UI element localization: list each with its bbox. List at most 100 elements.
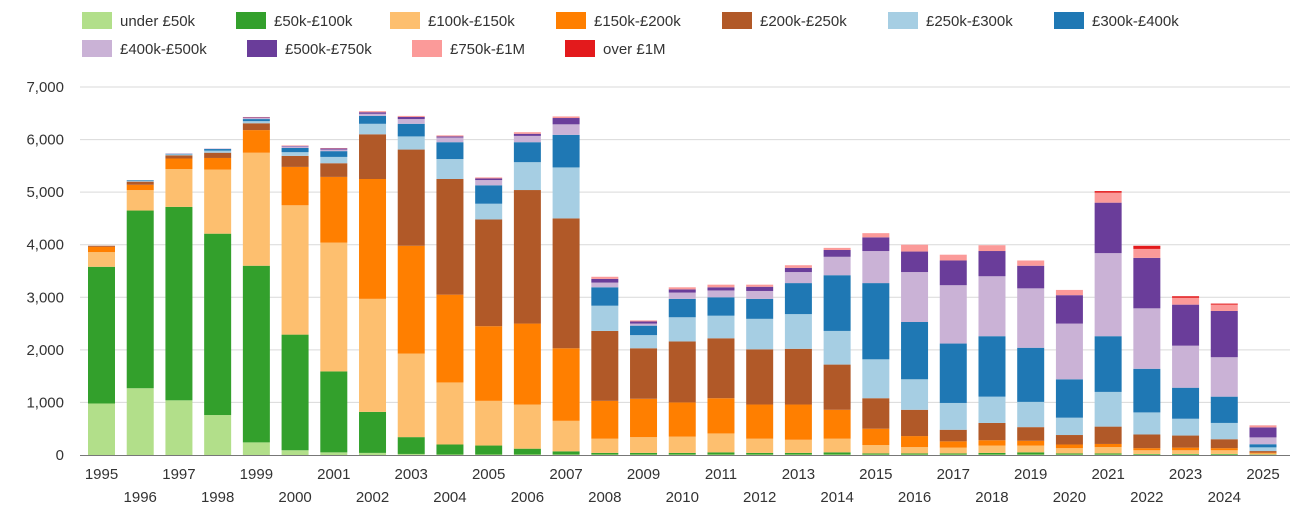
legend-item-400k-500k[interactable]: £400k-£500k bbox=[82, 40, 207, 58]
bar-50k-100k-2021 bbox=[1094, 453, 1122, 455]
legend-item-100k-150k[interactable]: £100k-£150k bbox=[390, 12, 515, 30]
bar-150k-200k-2023 bbox=[1172, 447, 1200, 451]
legend-item-500k-750k[interactable]: £500k-£750k bbox=[247, 40, 372, 58]
bar-750k-1m-2018 bbox=[978, 245, 1006, 252]
legend-item-750k-1m[interactable]: £750k-£1M bbox=[412, 40, 525, 58]
bar-100k-150k-2005 bbox=[475, 400, 503, 446]
legend-label: £100k-£150k bbox=[428, 13, 515, 30]
bar-100k-150k-2006 bbox=[513, 404, 541, 449]
bar-under-50k-2018 bbox=[978, 454, 1006, 455]
bar-250k-300k-2002 bbox=[359, 123, 387, 135]
bar-500k-750k-1999 bbox=[242, 117, 270, 119]
bar-300k-400k-2005 bbox=[475, 185, 503, 204]
bar-750k-1m-2014 bbox=[823, 247, 851, 250]
bar-250k-300k-2003 bbox=[397, 136, 425, 150]
bar-200k-250k-2012 bbox=[746, 349, 774, 405]
bar-250k-300k-2005 bbox=[475, 203, 503, 220]
bar-stack-2021 bbox=[1094, 191, 1122, 455]
x-tick-label: 2013 bbox=[782, 466, 815, 483]
bar-300k-400k-2006 bbox=[513, 142, 541, 163]
bar-150k-200k-2003 bbox=[397, 245, 425, 354]
legend-swatch bbox=[556, 12, 586, 29]
bar-300k-400k-2003 bbox=[397, 123, 425, 137]
legend-item-50k-100k[interactable]: £50k-£100k bbox=[236, 12, 353, 30]
bar-200k-250k-2002 bbox=[359, 134, 387, 179]
bar-50k-100k-1997 bbox=[165, 206, 193, 401]
bar-200k-250k-2013 bbox=[784, 348, 812, 405]
bar-50k-100k-1999 bbox=[242, 265, 270, 443]
legend-label: £400k-£500k bbox=[120, 41, 207, 58]
legend-item-under-50k[interactable]: under £50k bbox=[82, 12, 196, 30]
bar-50k-100k-2013 bbox=[784, 452, 812, 455]
bar-50k-100k-2000 bbox=[281, 334, 309, 451]
bar-500k-750k-2013 bbox=[784, 267, 812, 273]
bar-750k-1m-2006 bbox=[513, 132, 541, 134]
bar-under-50k-2001 bbox=[320, 452, 348, 455]
bar-300k-400k-2002 bbox=[359, 115, 387, 124]
bar-100k-150k-2023 bbox=[1172, 450, 1200, 454]
bar-500k-750k-2017 bbox=[939, 260, 967, 286]
bar-100k-150k-2002 bbox=[359, 298, 387, 412]
x-tick-label: 2019 bbox=[1014, 466, 1047, 483]
bar-under-50k-2014 bbox=[823, 454, 851, 455]
legend-item-over-1m[interactable]: over £1M bbox=[565, 40, 666, 58]
bar-150k-200k-2002 bbox=[359, 179, 387, 299]
x-tick-label: 2022 bbox=[1130, 489, 1163, 506]
bar-50k-100k-2020 bbox=[1055, 453, 1083, 455]
bar-150k-200k-2012 bbox=[746, 404, 774, 439]
bar-300k-400k-2022 bbox=[1133, 368, 1161, 413]
bar-150k-200k-2018 bbox=[978, 440, 1006, 446]
bar-100k-150k-2015 bbox=[862, 445, 890, 454]
bar-150k-200k-2010 bbox=[668, 402, 696, 437]
bar-under-50k-2008 bbox=[591, 454, 619, 455]
bar-over-1m-2021 bbox=[1094, 191, 1122, 193]
x-tick-label: 2008 bbox=[588, 489, 621, 506]
bar-50k-100k-2016 bbox=[901, 453, 929, 455]
x-tick-label: 2000 bbox=[278, 489, 311, 506]
x-tick-label: 2004 bbox=[433, 489, 466, 506]
bar-250k-300k-2001 bbox=[320, 156, 348, 164]
bar-100k-150k-1999 bbox=[242, 152, 270, 266]
bar-stack-2025 bbox=[1249, 425, 1277, 455]
x-tick-label: 2002 bbox=[356, 489, 389, 506]
bar-under-50k-2017 bbox=[939, 454, 967, 455]
bar-100k-150k-2000 bbox=[281, 205, 309, 335]
bar-under-50k-1995 bbox=[88, 403, 115, 455]
bar-250k-300k-2011 bbox=[707, 315, 735, 339]
bar-50k-100k-1995 bbox=[88, 266, 115, 404]
bar-400k-500k-2002 bbox=[359, 113, 387, 116]
bar-500k-750k-2020 bbox=[1055, 295, 1083, 324]
bar-stack-2003 bbox=[397, 115, 425, 455]
legend-item-200k-250k[interactable]: £200k-£250k bbox=[722, 12, 847, 30]
bar-100k-150k-2018 bbox=[978, 445, 1006, 453]
legend-item-250k-300k[interactable]: £250k-£300k bbox=[888, 12, 1013, 30]
bar-100k-150k-2012 bbox=[746, 438, 774, 453]
bar-100k-150k-2022 bbox=[1133, 450, 1161, 454]
bar-250k-300k-2007 bbox=[552, 167, 580, 219]
bar-500k-750k-2023 bbox=[1172, 304, 1200, 346]
legend-label: over £1M bbox=[603, 41, 666, 58]
bar-250k-300k-2004 bbox=[436, 159, 464, 179]
bar-stack-2008 bbox=[591, 276, 619, 455]
bar-200k-250k-2015 bbox=[862, 398, 890, 429]
legend-label: £150k-£200k bbox=[594, 13, 681, 30]
x-tick-label: 1995 bbox=[85, 466, 118, 483]
bar-750k-1m-2000 bbox=[281, 145, 309, 146]
bar-stack-2007 bbox=[552, 116, 580, 455]
bar-100k-150k-2016 bbox=[901, 447, 929, 454]
bar-200k-250k-2005 bbox=[475, 219, 503, 327]
bar-200k-250k-1998 bbox=[204, 152, 232, 158]
bar-750k-1m-2025 bbox=[1249, 425, 1277, 428]
bar-500k-750k-2009 bbox=[630, 321, 658, 324]
bar-500k-750k-2015 bbox=[862, 237, 890, 252]
bar-200k-250k-2020 bbox=[1055, 435, 1083, 445]
bar-400k-500k-1998 bbox=[204, 148, 232, 150]
bar-stack-1996 bbox=[126, 180, 154, 455]
bar-300k-400k-2001 bbox=[320, 151, 348, 157]
legend-item-300k-400k[interactable]: £300k-£400k bbox=[1054, 12, 1179, 30]
bar-100k-150k-2008 bbox=[591, 438, 619, 453]
legend-item-150k-200k[interactable]: £150k-£200k bbox=[556, 12, 681, 30]
legend: under £50k £50k-£100k £100k-£150k £150k-£20… bbox=[82, 12, 1179, 58]
bar-150k-200k-2015 bbox=[862, 428, 890, 446]
